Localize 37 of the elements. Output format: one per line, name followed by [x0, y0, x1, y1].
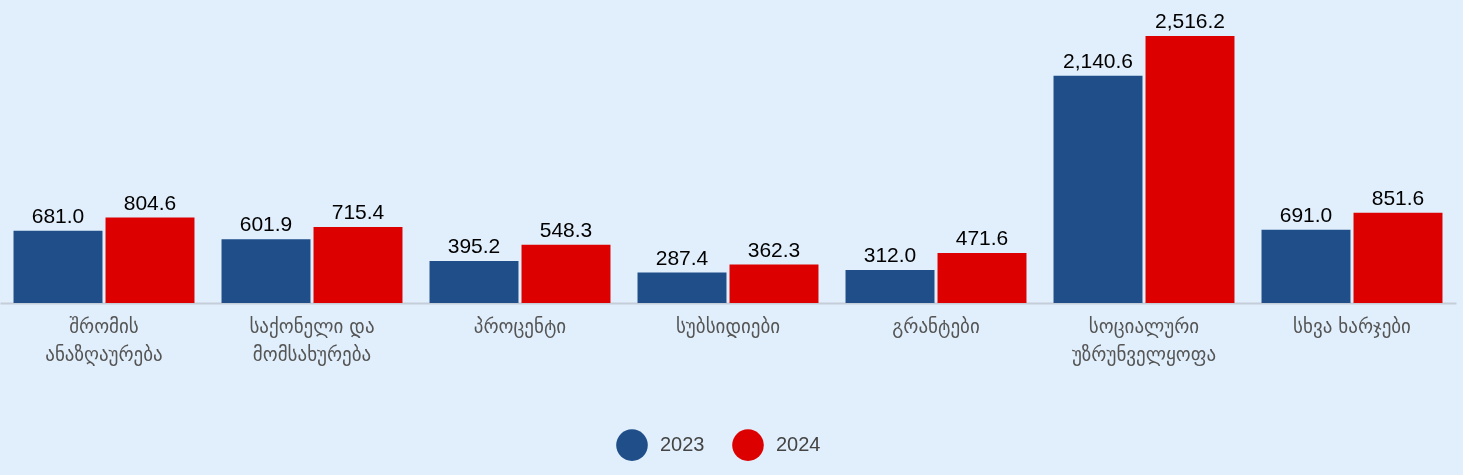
data-label: 851.6: [1371, 185, 1425, 209]
data-label: 287.4: [655, 245, 709, 269]
bar: [521, 244, 611, 303]
bar: [105, 217, 195, 303]
data-label: 681.0: [31, 203, 85, 227]
data-label: 471.6: [955, 225, 1009, 249]
x-tick-label: სოციალური უზრუნველყოფა: [1071, 314, 1217, 366]
bar: [1353, 212, 1443, 303]
bar: [937, 252, 1027, 303]
data-label: 601.9: [239, 212, 293, 236]
bar: [1053, 75, 1143, 303]
bar: [1261, 229, 1351, 303]
bar: [221, 239, 311, 303]
x-tick-label: საქონელი და მომსახურება: [249, 314, 375, 366]
bar: [845, 269, 935, 303]
x-tick-label: შრომის ანაზღაურება: [45, 314, 163, 366]
data-label: 691.0: [1279, 202, 1333, 226]
data-label: 715.4: [331, 200, 385, 224]
x-tick-label: სხვა ხარჯები: [1293, 314, 1411, 338]
data-label: 804.6: [123, 190, 177, 214]
bar: [429, 261, 519, 303]
x-tick-label: სუბსიდიები: [675, 314, 781, 338]
bar: [637, 272, 727, 303]
bar: [313, 227, 403, 303]
data-label: 395.2: [447, 234, 501, 258]
data-label: 362.3: [747, 237, 801, 261]
data-label: 312.0: [863, 242, 917, 266]
legend-label: 2024: [776, 433, 821, 456]
bar: [1145, 36, 1235, 303]
bar: [729, 264, 819, 303]
bar: [13, 230, 103, 303]
data-label: 2,516.2: [1154, 9, 1226, 32]
data-label: 548.3: [539, 217, 593, 241]
legend-label: 2023: [660, 433, 705, 456]
data-label: 2,140.6: [1062, 48, 1134, 72]
x-tick-label: გრანტები: [892, 314, 980, 338]
x-tick-label: პროცენტი: [473, 314, 567, 338]
